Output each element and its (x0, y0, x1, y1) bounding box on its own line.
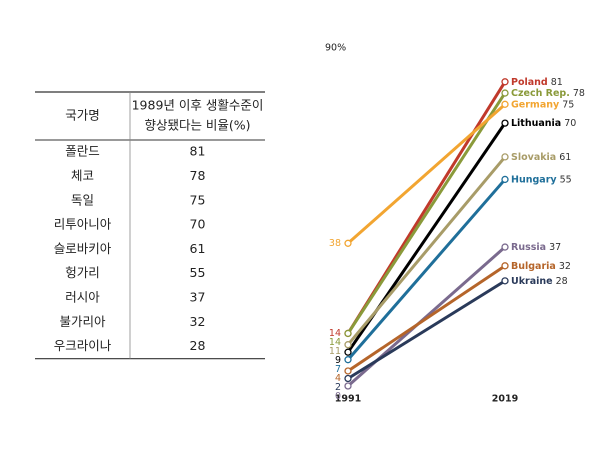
point (501, 262, 509, 270)
point (344, 329, 352, 338)
column-header: 1989년 이후 생활수준이 (132, 98, 264, 113)
point (501, 100, 509, 108)
end-label: Ukraine 28 (511, 275, 568, 286)
table-cell: 불가리아 (59, 314, 106, 329)
start-label: 2 (335, 382, 341, 393)
end-label: Russia 37 (511, 242, 561, 253)
table-cell: 61 (190, 241, 206, 256)
slope-line (347, 264, 506, 373)
series-name: Russia (511, 242, 546, 253)
table-cell: 우크라이나 (54, 338, 112, 353)
end-label: Poland 81 (511, 76, 563, 87)
slope-line (346, 92, 507, 335)
point (344, 374, 352, 383)
value-label: 78 (573, 88, 585, 99)
end-label: Slovakia 61 (511, 151, 571, 162)
table-cell: 폴란드 (65, 144, 100, 159)
value-label: 81 (551, 76, 563, 87)
value-label: 28 (556, 275, 568, 286)
table-cell: 78 (190, 168, 206, 183)
point (501, 153, 509, 161)
point (344, 341, 352, 349)
value-label: 32 (559, 260, 571, 271)
end-label: Germany 75 (511, 99, 574, 110)
start-label: 0 (335, 391, 341, 402)
start-label: 38 (329, 238, 341, 249)
series-name: Bulgaria (511, 260, 556, 271)
slope-line (346, 178, 507, 361)
point (344, 382, 352, 390)
x-tick-label: 1991 (335, 394, 361, 405)
point (501, 277, 509, 285)
series-name: Poland (511, 76, 548, 87)
point (501, 119, 509, 127)
table-cell: 러시아 (65, 289, 100, 304)
end-label: Lithuania 70 (511, 118, 576, 129)
table-cell: 81 (190, 144, 206, 159)
start-label: 14 (329, 328, 341, 339)
table-cell: 37 (190, 289, 206, 304)
point (501, 175, 509, 184)
value-label: 55 (560, 174, 572, 185)
end-label: Bulgaria 32 (511, 260, 571, 271)
table-cell: 70 (190, 217, 206, 232)
value-label: 37 (549, 242, 561, 253)
start-label: 14 (329, 337, 341, 348)
value-label: 61 (559, 151, 571, 162)
slope-line (347, 279, 506, 380)
series-name: Slovakia (511, 151, 556, 162)
table-cell: 슬로바키아 (54, 241, 112, 256)
column-header: 향상됐다는 비율(%) (144, 118, 250, 133)
point (501, 243, 509, 251)
y-tick-label: 90% (325, 43, 346, 54)
table-cell: 55 (190, 265, 206, 280)
point (344, 348, 352, 356)
start-label: 7 (335, 364, 341, 375)
series-name: Ukraine (511, 275, 553, 286)
end-label: Hungary 55 (511, 174, 572, 185)
series-name: Czech Rep. (511, 88, 570, 99)
table-cell: 헝가리 (65, 265, 100, 280)
table-cell: 32 (190, 314, 206, 329)
x-tick-label: 2019 (492, 394, 518, 405)
point (344, 356, 352, 364)
end-label: Czech Rep. 78 (511, 88, 585, 99)
table-cell: 체코 (71, 168, 94, 183)
slope-line (347, 103, 506, 245)
point (501, 89, 509, 97)
point (344, 239, 352, 247)
table-cell: 28 (190, 338, 206, 353)
start-label: 9 (335, 355, 341, 366)
table-cell: 리투아니아 (54, 217, 112, 232)
value-label: 70 (564, 118, 576, 129)
series-name: Lithuania (511, 118, 561, 129)
point (344, 367, 352, 375)
table-cell: 독일 (71, 192, 94, 207)
start-label: 4 (335, 373, 341, 384)
start-label: 11 (329, 346, 341, 357)
series-name: Germany (511, 99, 560, 110)
column-header: 국가명 (65, 108, 100, 123)
series-name: Hungary (511, 174, 557, 185)
table-cell: 75 (190, 192, 206, 207)
point (501, 78, 509, 86)
value-label: 75 (562, 99, 574, 110)
slope-line (346, 155, 507, 346)
